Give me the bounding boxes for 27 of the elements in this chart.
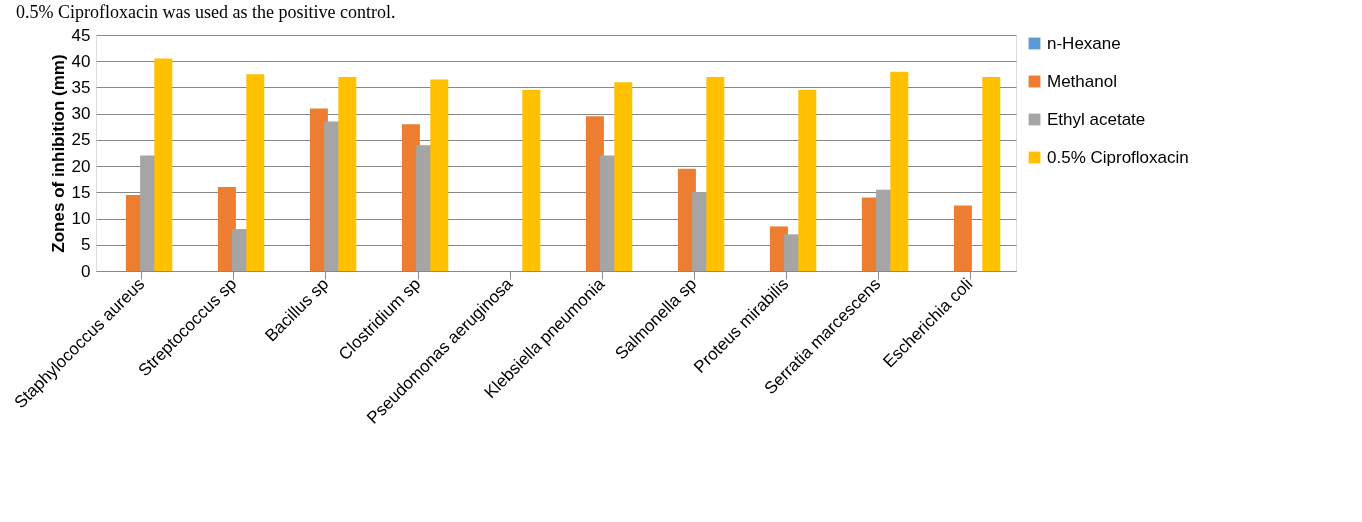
y-tick-label: 45 <box>71 25 91 45</box>
text: 0.5% Ciprofloxacin was used as the positive control. <box>16 2 396 22</box>
bar <box>706 76 725 271</box>
bar <box>430 79 449 271</box>
bar <box>890 71 909 271</box>
bar <box>338 76 357 271</box>
y-axis-title: Zones of inhibition (mm) <box>48 54 68 253</box>
legend-label: 0.5% Ciprofloxacin <box>1047 147 1189 167</box>
bar <box>614 82 633 271</box>
y-tick-label: 20 <box>71 156 91 176</box>
bar <box>154 58 173 271</box>
y-tick-label: 0 <box>81 261 91 281</box>
y-tick-label: 15 <box>71 182 91 202</box>
bar <box>246 74 265 271</box>
y-tick-label: 30 <box>71 104 91 124</box>
bar <box>522 90 541 271</box>
bar <box>982 76 1001 271</box>
y-tick-label: 25 <box>71 130 91 150</box>
bar <box>798 90 817 271</box>
y-tick-label: 5 <box>81 235 91 255</box>
legend-label: Methanol <box>1047 71 1117 91</box>
y-tick-label: 10 <box>71 209 91 229</box>
bar <box>953 205 972 271</box>
legend-label: Ethyl acetate <box>1047 109 1146 129</box>
y-tick-label: 40 <box>71 51 91 71</box>
legend-label: n-Hexane <box>1047 33 1121 53</box>
y-tick-label: 35 <box>71 77 91 97</box>
